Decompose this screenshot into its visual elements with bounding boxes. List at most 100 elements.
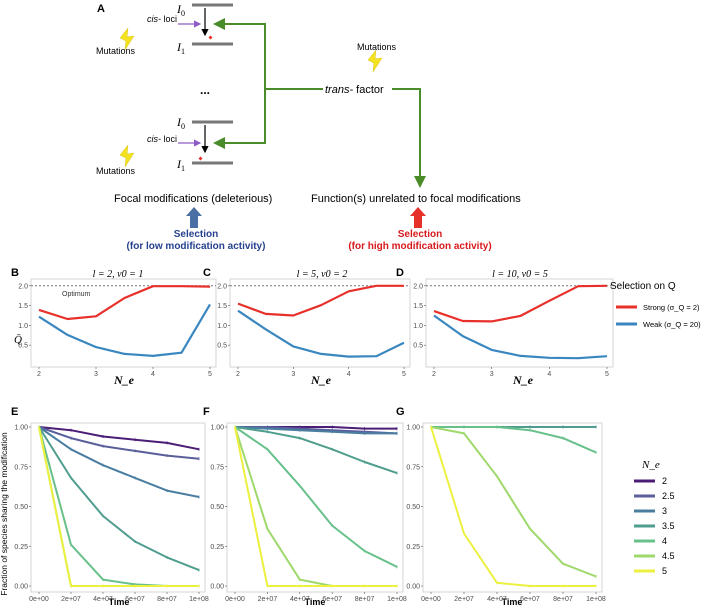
panel-b-chart: 2 3 4 5 0.5 1.0 1.5 2.0 [18, 278, 217, 378]
y-tick-label: 1.00 [406, 425, 420, 432]
x-tick-label: 4 [151, 371, 155, 378]
panel-d-chart: 2 3 4 5 0.5 1.0 1.5 2.0 [413, 278, 614, 378]
ne-series-line-5 [234, 426, 397, 587]
plot-frame [422, 422, 603, 593]
x-tick-label: 4e+07 [487, 596, 507, 603]
q-axis-label: Q̄ [14, 334, 22, 346]
legend-strong-label: Strong (σ_Q = 2) [643, 303, 700, 312]
y-tick-label: 1.5 [18, 303, 28, 310]
ne-series-line-4 [431, 426, 597, 454]
panel-f-xlabel: Time [305, 597, 326, 607]
y-tick-label: 2.0 [18, 283, 28, 290]
panel-d-title: l = 10, v0 = 5 [492, 269, 548, 280]
selection-low-title: Selection [174, 229, 218, 240]
panel-e-xlabel: Time [109, 597, 130, 607]
legend-ne-label: 3 [662, 506, 667, 516]
mutations-label-trans: Mutations [357, 42, 397, 52]
level-bottom-upper: I1 [176, 40, 185, 56]
trans-arrow-upper [213, 18, 323, 90]
x-tick-label: 3 [490, 371, 494, 378]
legend-q-title: Selection on Q [610, 281, 676, 292]
y-tick-label: 0.50 [210, 504, 224, 511]
x-tick-label: 0e+00 [421, 596, 441, 603]
legend-ne-title: N_e [641, 459, 660, 471]
panel-f-label: F [203, 406, 210, 418]
series-line-weak [433, 314, 608, 360]
ne-series-line-3 [234, 426, 397, 435]
panel-b-xlabel: N_e [113, 373, 135, 387]
level-bottom-lower: I1 [176, 157, 185, 173]
legend-ne-label: 2.5 [662, 491, 675, 501]
unrelated-functions-text: Function(s) unrelated to focal modificat… [311, 193, 521, 205]
panel-g-xlabel: Time [502, 597, 523, 607]
selection-low-subtitle: (for low modification activity) [127, 241, 266, 252]
x-tick-label: 5 [605, 371, 609, 378]
panel-b-title: l = 2, v0 = 1 [93, 269, 144, 280]
x-tick-label: 2 [37, 371, 41, 378]
mutations-label-upper: Mutations [96, 46, 136, 56]
x-tick-label: 6e+07 [520, 596, 540, 603]
x-tick-label: 1e+08 [387, 596, 407, 603]
x-tick-label: 8e+07 [553, 596, 573, 603]
trans-arrow-lower [213, 89, 266, 149]
y-tick-label: 1.0 [18, 323, 28, 330]
panel-g-label: G [396, 406, 405, 418]
x-tick-label: 4e+07 [290, 596, 310, 603]
mutation-diamond-upper [208, 35, 213, 40]
legend-ne: N_e 2 2.5 3 3.5 4 4.5 5 [634, 459, 675, 576]
plot-frame [425, 278, 614, 368]
cis-loci-label-upper: cis- loci [147, 14, 177, 24]
y-tick-label: 1.5 [217, 303, 227, 310]
y-tick-label: 0.75 [406, 464, 420, 471]
series-line-strong [237, 284, 404, 317]
level-top-upper: I0 [176, 2, 185, 18]
y-tick-label: 1.00 [14, 425, 28, 432]
lightning-icon-lower [119, 144, 135, 168]
y-tick-label: 0.75 [14, 464, 28, 471]
mutations-label-lower: Mutations [96, 166, 136, 176]
y-tick-label: 1.0 [217, 323, 227, 330]
y-tick-label: 0.50 [406, 504, 420, 511]
x-tick-label: 3 [94, 371, 98, 378]
y-tick-label: 1.00 [210, 425, 224, 432]
panel-c-label: C [203, 267, 211, 279]
series-line-weak [38, 303, 211, 357]
legend-ne-label: 4 [662, 536, 667, 546]
legend-ne-label: 5 [662, 566, 667, 576]
y-tick-label: 0.5 [18, 343, 28, 350]
selection-high-subtitle: (for high modification activity) [348, 241, 491, 252]
y-tick-label: 0.5 [413, 343, 423, 350]
x-tick-label: 8e+07 [355, 596, 375, 603]
panel-a: A I0 cis- loci I1 Mutations ... I0 cis- … [96, 2, 521, 252]
fraction-axis-label: Fraction of species sharing the modifica… [0, 432, 9, 596]
x-tick-label: 8e+07 [157, 596, 177, 603]
lightning-icon-upper [119, 27, 135, 51]
x-tick-label: 4 [547, 371, 551, 378]
y-tick-label: 0.25 [210, 544, 224, 551]
selection-high-title: Selection [398, 229, 442, 240]
x-tick-label: 3 [291, 371, 295, 378]
ellipsis: ... [200, 83, 210, 97]
selection-low-arrow [186, 207, 202, 228]
lightning-icon-trans [367, 49, 383, 73]
panel-g-chart: 0e+00 2e+07 4e+07 6e+07 8e+07 1e+08 0.00 0.25 0.… [406, 422, 606, 603]
x-tick-label: 6e+07 [322, 596, 342, 603]
y-tick-label: 2.0 [413, 283, 423, 290]
plot-frame [229, 278, 411, 368]
y-tick-label: 0.50 [14, 504, 28, 511]
x-tick-label: 2e+07 [61, 596, 81, 603]
x-tick-label: 1e+08 [586, 596, 606, 603]
plot-frame [30, 278, 217, 368]
series-line-weak [237, 309, 405, 358]
y-tick-label: 0.75 [210, 464, 224, 471]
panel-c-title: l = 5, v0 = 2 [297, 269, 348, 280]
legend-selection-q: Selection on Q Strong (σ_Q = 2) Weak (σ_… [610, 281, 701, 329]
x-tick-label: 4e+07 [93, 596, 113, 603]
legend-ne-label: 2 [662, 476, 667, 486]
ne-series-line-3 [38, 426, 200, 498]
panel-c-chart: 2 3 4 5 0.5 1.0 1.5 2.0 [217, 278, 411, 378]
legend-ne-label: 3.5 [662, 521, 675, 531]
series-line-strong [38, 285, 211, 321]
panel-c-xlabel: N_e [310, 373, 332, 387]
